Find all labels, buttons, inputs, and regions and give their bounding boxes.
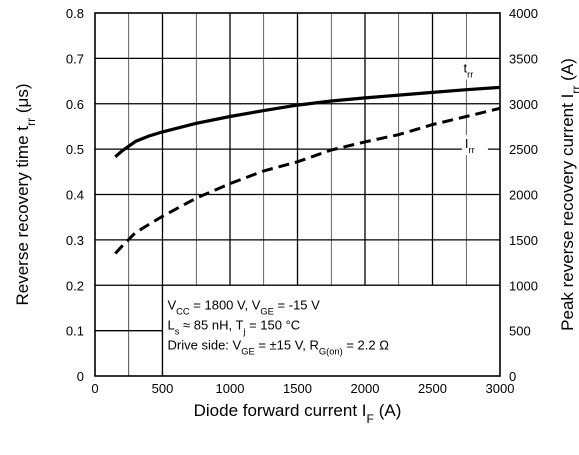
y-left-axis-title: Reverse recovery time trr (μs) <box>13 84 38 306</box>
y-left-axis-title-main: Reverse recovery time t <box>13 126 32 306</box>
annotation-subscript: GE <box>241 346 255 356</box>
x-tick-label: 1500 <box>283 381 312 396</box>
y-right-axis-title-tail: (A) <box>558 58 577 85</box>
y-left-tick-label: 0.6 <box>66 97 84 112</box>
annotation-text: Drive side: V <box>168 337 242 352</box>
y-right-tick-label: 4000 <box>509 6 538 21</box>
y-left-tick-label: 0.2 <box>66 278 84 293</box>
annotation-line: Drive side: VGE = ±15 V, RG(on) = 2.2 Ω <box>168 337 390 356</box>
annotation-box <box>162 285 500 376</box>
y-left-tick-label: 0.8 <box>66 6 84 21</box>
x-tick-label: 2000 <box>351 381 380 396</box>
annotation-subscript: GE <box>260 306 274 316</box>
annotation-text: = 150 °C <box>245 317 300 332</box>
annotation-line: Ls ≈ 85 nH, Tj = 150 °C <box>168 317 301 336</box>
x-tick-label: 2500 <box>418 381 447 396</box>
y-left-tick-label: 0 <box>77 369 84 384</box>
curve-label-irr-main: I <box>465 136 469 151</box>
annotation-text: V <box>168 297 177 312</box>
x-tick-label: 500 <box>152 381 174 396</box>
y-right-tick-label: 0 <box>509 369 516 384</box>
curve-label-trr-sub: rr <box>467 69 473 79</box>
curve-label-trr-bg <box>460 59 487 80</box>
y-right-axis-title-main: Peak reverse recovery current I <box>558 94 577 331</box>
y-right-axis-title: Peak reverse recovery current Irr (A) <box>558 58 579 331</box>
annotation-subscript: CC <box>176 306 190 316</box>
annotation-text: = ±15 V, R <box>255 337 319 352</box>
curve-label-trr-main: t <box>464 60 468 75</box>
curve-label-trr: trr <box>464 60 474 79</box>
y-right-tick-label: 1000 <box>509 278 538 293</box>
curve-label-irr-bg <box>461 135 488 156</box>
x-tick-label: 1000 <box>216 381 245 396</box>
annotation-text: = -15 V <box>274 297 320 312</box>
annotation-text: = 1800 V, V <box>190 297 261 312</box>
annotation-text: ≈ 85 nH, T <box>179 317 243 332</box>
y-right-tick-label: 3000 <box>509 97 538 112</box>
y-left-tick-label: 0.1 <box>66 324 84 339</box>
x-axis-title-sub: F <box>367 412 374 426</box>
y-right-tick-label: 1500 <box>509 233 538 248</box>
plot-frame <box>94 12 501 377</box>
y-left-tick-label: 0.3 <box>66 233 84 248</box>
series-line-trr <box>114 85 501 159</box>
series-line-irr <box>114 106 501 255</box>
y-right-tick-label: 500 <box>509 324 531 339</box>
y-left-axis-title-sub: rr <box>24 118 38 126</box>
x-axis-title-main: Diode forward current I <box>194 401 367 420</box>
x-tick-label: 0 <box>91 381 98 396</box>
x-tick-label: 3000 <box>486 381 515 396</box>
annotation-line: VCC = 1800 V, VGE = -15 V <box>168 297 321 316</box>
x-axis-title: Diode forward current IF (A) <box>194 401 402 426</box>
annotation-text: = 2.2 Ω <box>343 337 389 352</box>
annotation-subscript: s <box>175 326 180 336</box>
annotation-subscript: j <box>242 326 245 336</box>
y-left-tick-label: 0.7 <box>66 51 84 66</box>
annotation-subscript: G(on) <box>319 346 343 356</box>
y-left-tick-label: 0.4 <box>66 188 84 203</box>
y-right-axis-title-sub: rr <box>569 86 579 94</box>
curve-label-irr: Irr <box>465 136 475 155</box>
x-axis-title-tail: (A) <box>374 401 401 420</box>
annotation-text: L <box>168 317 175 332</box>
y-right-tick-label: 2000 <box>509 188 538 203</box>
y-left-axis-title-tail: (μs) <box>13 84 32 118</box>
y-left-tick-label: 0.5 <box>66 142 84 157</box>
y-right-tick-label: 2500 <box>509 142 538 157</box>
y-right-tick-label: 3500 <box>509 51 538 66</box>
curve-label-irr-sub: rr <box>469 145 475 155</box>
